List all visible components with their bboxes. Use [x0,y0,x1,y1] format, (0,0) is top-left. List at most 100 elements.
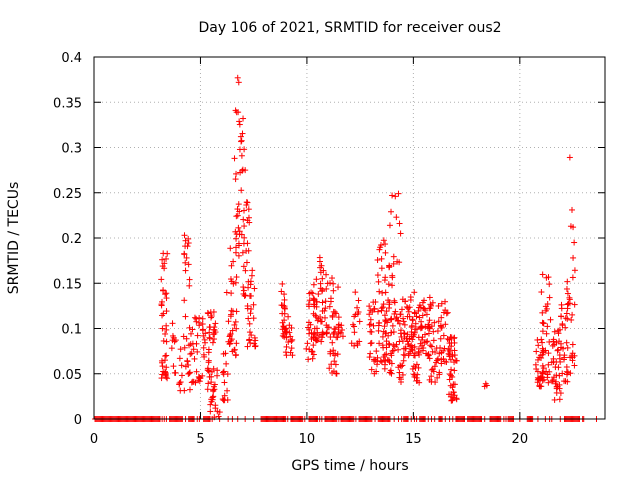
data-point [568,316,575,323]
data-point [281,291,288,298]
data-point [199,321,206,328]
data-point [313,276,320,283]
data-point [434,328,441,335]
data-point [389,347,396,354]
data-point [237,169,244,176]
data-point [562,324,569,331]
x-tick-label: 20 [512,432,529,447]
data-point [309,348,316,355]
data-point [559,370,566,377]
data-point [191,355,198,362]
data-point [208,379,215,386]
data-point [569,357,576,364]
data-point [571,362,578,369]
data-point [388,329,395,336]
data-point [540,320,547,327]
data-point [384,319,391,326]
data-point [419,324,426,331]
data-point [400,330,407,337]
data-point [319,299,326,306]
data-point [380,301,387,308]
data-point [449,397,456,404]
data-point [564,290,571,297]
data-point [239,249,246,256]
data-point [355,297,362,304]
data-point [546,368,553,375]
data-point [421,331,428,338]
data-point [431,319,438,326]
data-point [211,336,218,343]
data-point [283,343,290,350]
data-point [279,326,286,333]
data-point [159,256,166,263]
data-point [305,324,312,331]
data-point [534,368,541,375]
axis-ticks: 0 0.05 0.1 0.15 0.2 0.25 0.3 0.35 0.4 0 5 10 15 20 [53,51,605,447]
data-point [209,339,216,346]
data-point [246,336,253,343]
data-point [411,343,418,350]
data-point [543,274,550,281]
data-point [220,397,227,404]
data-point [438,360,445,367]
data-point [234,74,241,81]
data-point [180,333,187,340]
data-point [410,333,417,340]
data-point [232,318,239,325]
data-point [381,323,388,330]
data-point [317,264,324,271]
data-point [354,304,361,311]
data-point [231,321,238,328]
data-point [422,307,429,314]
data-point [182,267,189,274]
data-point [240,263,247,270]
data-point [248,332,255,339]
data-point [443,310,450,317]
data-point [566,154,573,161]
data-point [208,368,215,375]
data-point [564,278,571,285]
data-point [288,324,295,331]
data-point [539,328,546,335]
data-point [368,366,375,373]
data-point [237,133,244,140]
data-point [571,301,578,308]
data-point [385,297,392,304]
data-point [242,267,249,274]
data-point [162,291,169,298]
data-point [382,241,389,248]
data-point [393,214,400,221]
data-point [160,310,167,317]
y-tick-label: 0.2 [61,232,82,247]
data-point [556,396,563,403]
data-point [201,336,208,343]
data-point [330,280,337,287]
data-point [571,267,578,274]
data-point [385,357,392,364]
data-point [437,335,444,342]
data-point [250,301,257,308]
data-point [186,386,193,393]
data-point [409,317,416,324]
data-point [251,285,258,292]
data-point [554,383,561,390]
data-point [449,384,456,391]
data-point [370,299,377,306]
data-point [415,307,422,314]
data-point [232,352,239,359]
data-point [398,306,405,313]
data-point [389,322,396,329]
data-point [539,362,546,369]
data-point [569,274,576,281]
data-point [407,297,414,304]
data-point [310,351,317,358]
data-point [331,358,338,365]
data-point [235,201,242,208]
data-point [163,352,170,359]
data-point [313,298,320,305]
data-point [419,312,426,319]
data-point [206,334,213,341]
data-point [208,314,215,321]
data-point [186,369,193,376]
data-point [239,130,246,137]
